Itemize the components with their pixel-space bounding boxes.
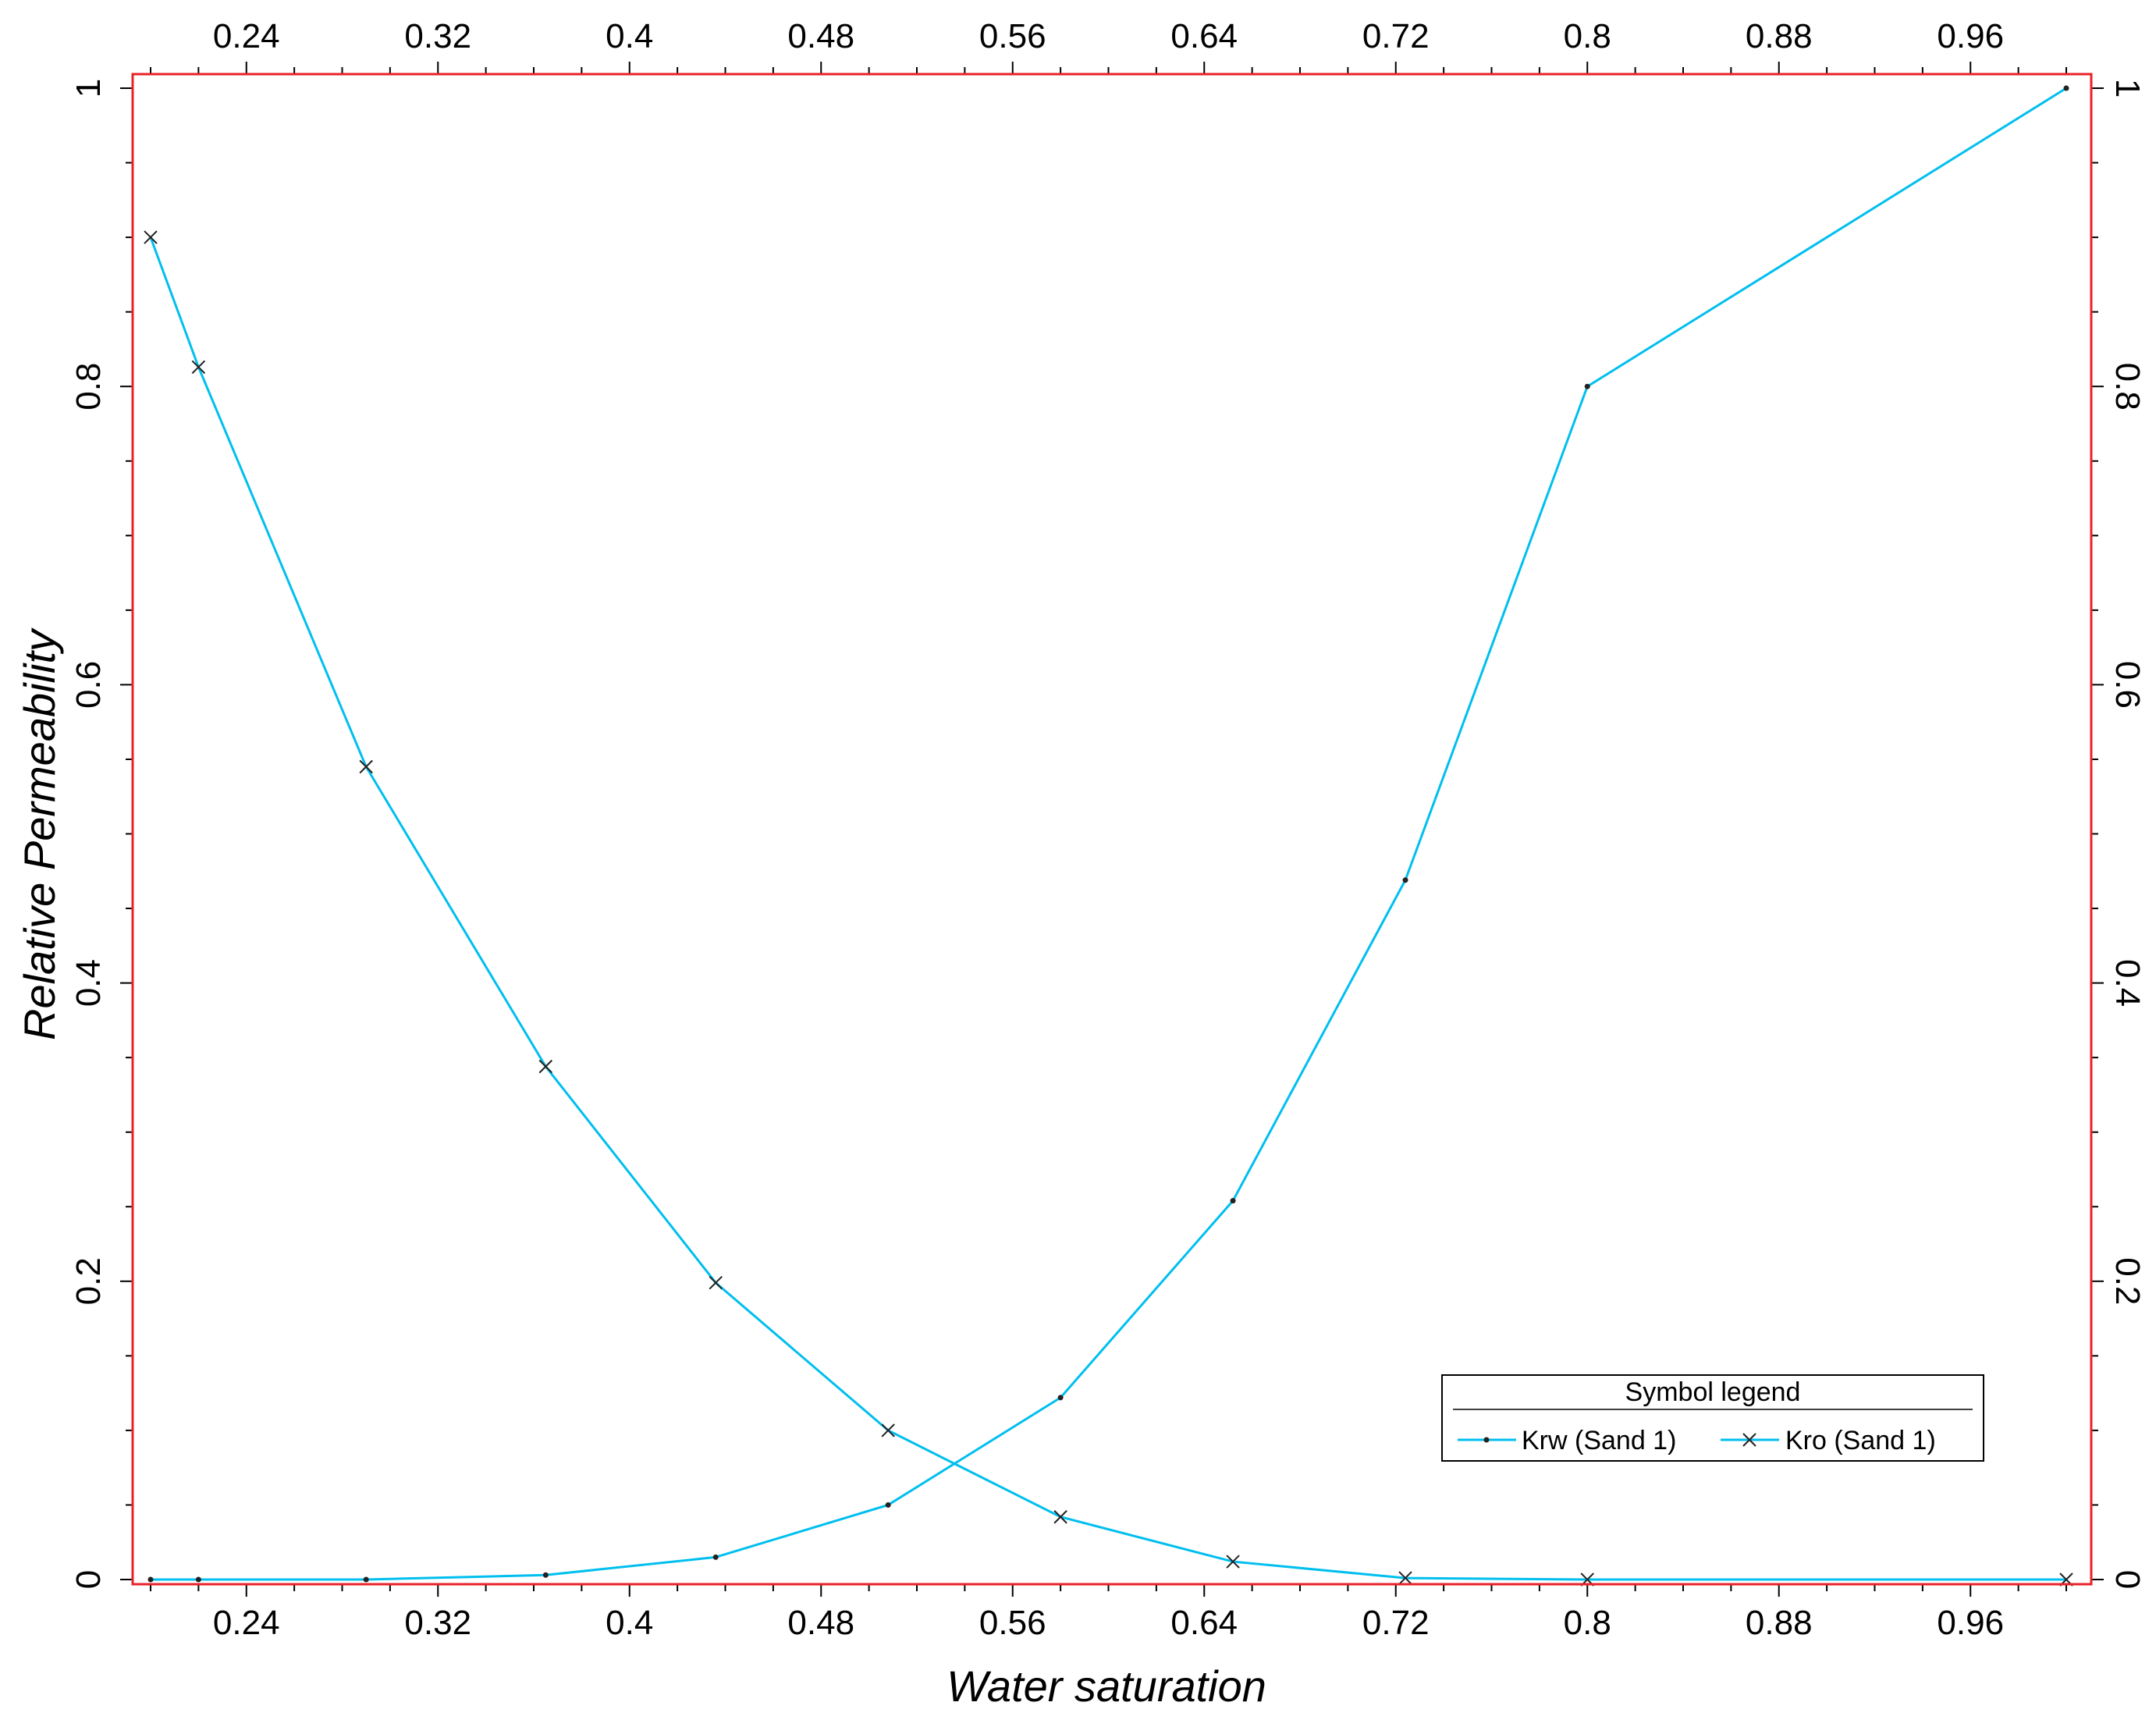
x-tick-label-top: 0.32 — [404, 17, 471, 55]
data-point-kro-stroke-b — [144, 230, 158, 244]
data-point-krw — [712, 1554, 719, 1560]
x-tick-label-bottom: 0.96 — [1937, 1604, 2004, 1642]
data-point-kro — [144, 230, 158, 244]
data-point-kro — [709, 1276, 723, 1290]
x-tick-label-bottom: 0.24 — [213, 1604, 280, 1642]
legend-marker-krw — [1483, 1437, 1490, 1443]
data-point-krw — [885, 1501, 891, 1508]
y-tick-label-right: 0.8 — [2108, 363, 2147, 410]
legend-title: Symbol legend — [1625, 1377, 1801, 1407]
data-point-krw — [363, 1576, 369, 1583]
x-axis-title: Water saturation — [947, 1661, 1266, 1711]
plot-frame — [131, 73, 2093, 1586]
y-tick-label-right: 0.4 — [2108, 959, 2147, 1007]
data-point-krw — [1584, 383, 1590, 389]
legend: Symbol legend Krw (Sand 1) Kro (Sand 1) — [1441, 1374, 1984, 1462]
data-point-krw — [1402, 877, 1408, 883]
data-point-kro-stroke-b — [709, 1276, 723, 1290]
y-tick-label-right: 1 — [2108, 79, 2147, 98]
data-point-krw — [1230, 1198, 1236, 1204]
data-point-kro-stroke-b — [1226, 1555, 1240, 1569]
y-tick-label-left: 0.8 — [69, 363, 108, 410]
data-point-kro — [1053, 1510, 1067, 1524]
legend-marker-kro-stroke-b — [1742, 1433, 1756, 1447]
x-tick-label-bottom: 0.32 — [404, 1604, 471, 1642]
data-point-kro — [191, 360, 206, 375]
y-tick-label-right: 0.6 — [2108, 661, 2147, 709]
data-point-kro-stroke-b — [538, 1059, 553, 1074]
y-tick-label-right: 0 — [2108, 1570, 2147, 1589]
y-tick-label-left: 0.6 — [69, 661, 108, 709]
x-tick-label-bottom: 0.8 — [1564, 1604, 1611, 1642]
x-tick-label-top: 0.8 — [1564, 17, 1611, 55]
data-point-krw — [1057, 1395, 1064, 1401]
y-axis-title: Relative Permeability — [15, 627, 64, 1040]
x-tick-label-top: 0.88 — [1746, 17, 1813, 55]
x-tick-label-bottom: 0.56 — [979, 1604, 1046, 1642]
data-point-kro-stroke-b — [1398, 1571, 1412, 1585]
x-tick-label-top: 0.24 — [213, 17, 280, 55]
data-point-kro — [359, 759, 373, 774]
data-point-kro — [1398, 1571, 1412, 1585]
x-tick-label-bottom: 0.4 — [606, 1604, 653, 1642]
x-tick-label-bottom: 0.88 — [1746, 1604, 1813, 1642]
legend-items: Krw (Sand 1) Kro (Sand 1) — [1458, 1426, 1936, 1455]
data-point-kro — [538, 1059, 553, 1074]
data-point-kro — [1226, 1555, 1240, 1569]
data-point-kro-stroke-b — [359, 759, 373, 774]
y-tick-label-right: 0.2 — [2108, 1257, 2147, 1305]
y-tick-label-left: 0 — [69, 1570, 108, 1589]
data-point-krw — [195, 1576, 201, 1583]
y-tick-label-left: 0.4 — [69, 959, 108, 1007]
data-point-krw — [2063, 85, 2069, 91]
legend-box — [1441, 1374, 1984, 1462]
y-tick-label-left: 1 — [69, 79, 108, 98]
legend-marker-kro — [1742, 1433, 1756, 1447]
x-tick-label-bottom: 0.48 — [787, 1604, 854, 1642]
x-tick-label-top: 0.48 — [787, 17, 854, 55]
labels-layer: 0.24 0.24 0.32 0.32 0.4 0.4 0.48 0.48 0.56 0.56 0.… — [69, 17, 2147, 1642]
data-point-krw — [147, 1576, 154, 1583]
data-point-kro-stroke-b — [1053, 1510, 1067, 1524]
series-layer — [144, 85, 2073, 1587]
x-tick-label-top: 0.96 — [1937, 17, 2004, 55]
x-tick-label-bottom: 0.72 — [1362, 1604, 1430, 1642]
legend-label-kro: Kro (Sand 1) — [1785, 1426, 1936, 1455]
x-tick-label-bottom: 0.64 — [1170, 1604, 1238, 1642]
x-tick-label-top: 0.64 — [1170, 17, 1238, 55]
x-tick-label-top: 0.56 — [979, 17, 1046, 55]
legend-label-krw: Krw (Sand 1) — [1522, 1426, 1676, 1455]
data-point-krw — [542, 1572, 549, 1578]
x-tick-label-top: 0.72 — [1362, 17, 1430, 55]
data-point-kro-stroke-b — [881, 1423, 895, 1437]
y-tick-label-left: 0.2 — [69, 1257, 108, 1305]
data-point-kro-stroke-b — [191, 360, 206, 375]
x-tick-label-top: 0.4 — [606, 17, 653, 55]
data-point-kro — [881, 1423, 895, 1437]
